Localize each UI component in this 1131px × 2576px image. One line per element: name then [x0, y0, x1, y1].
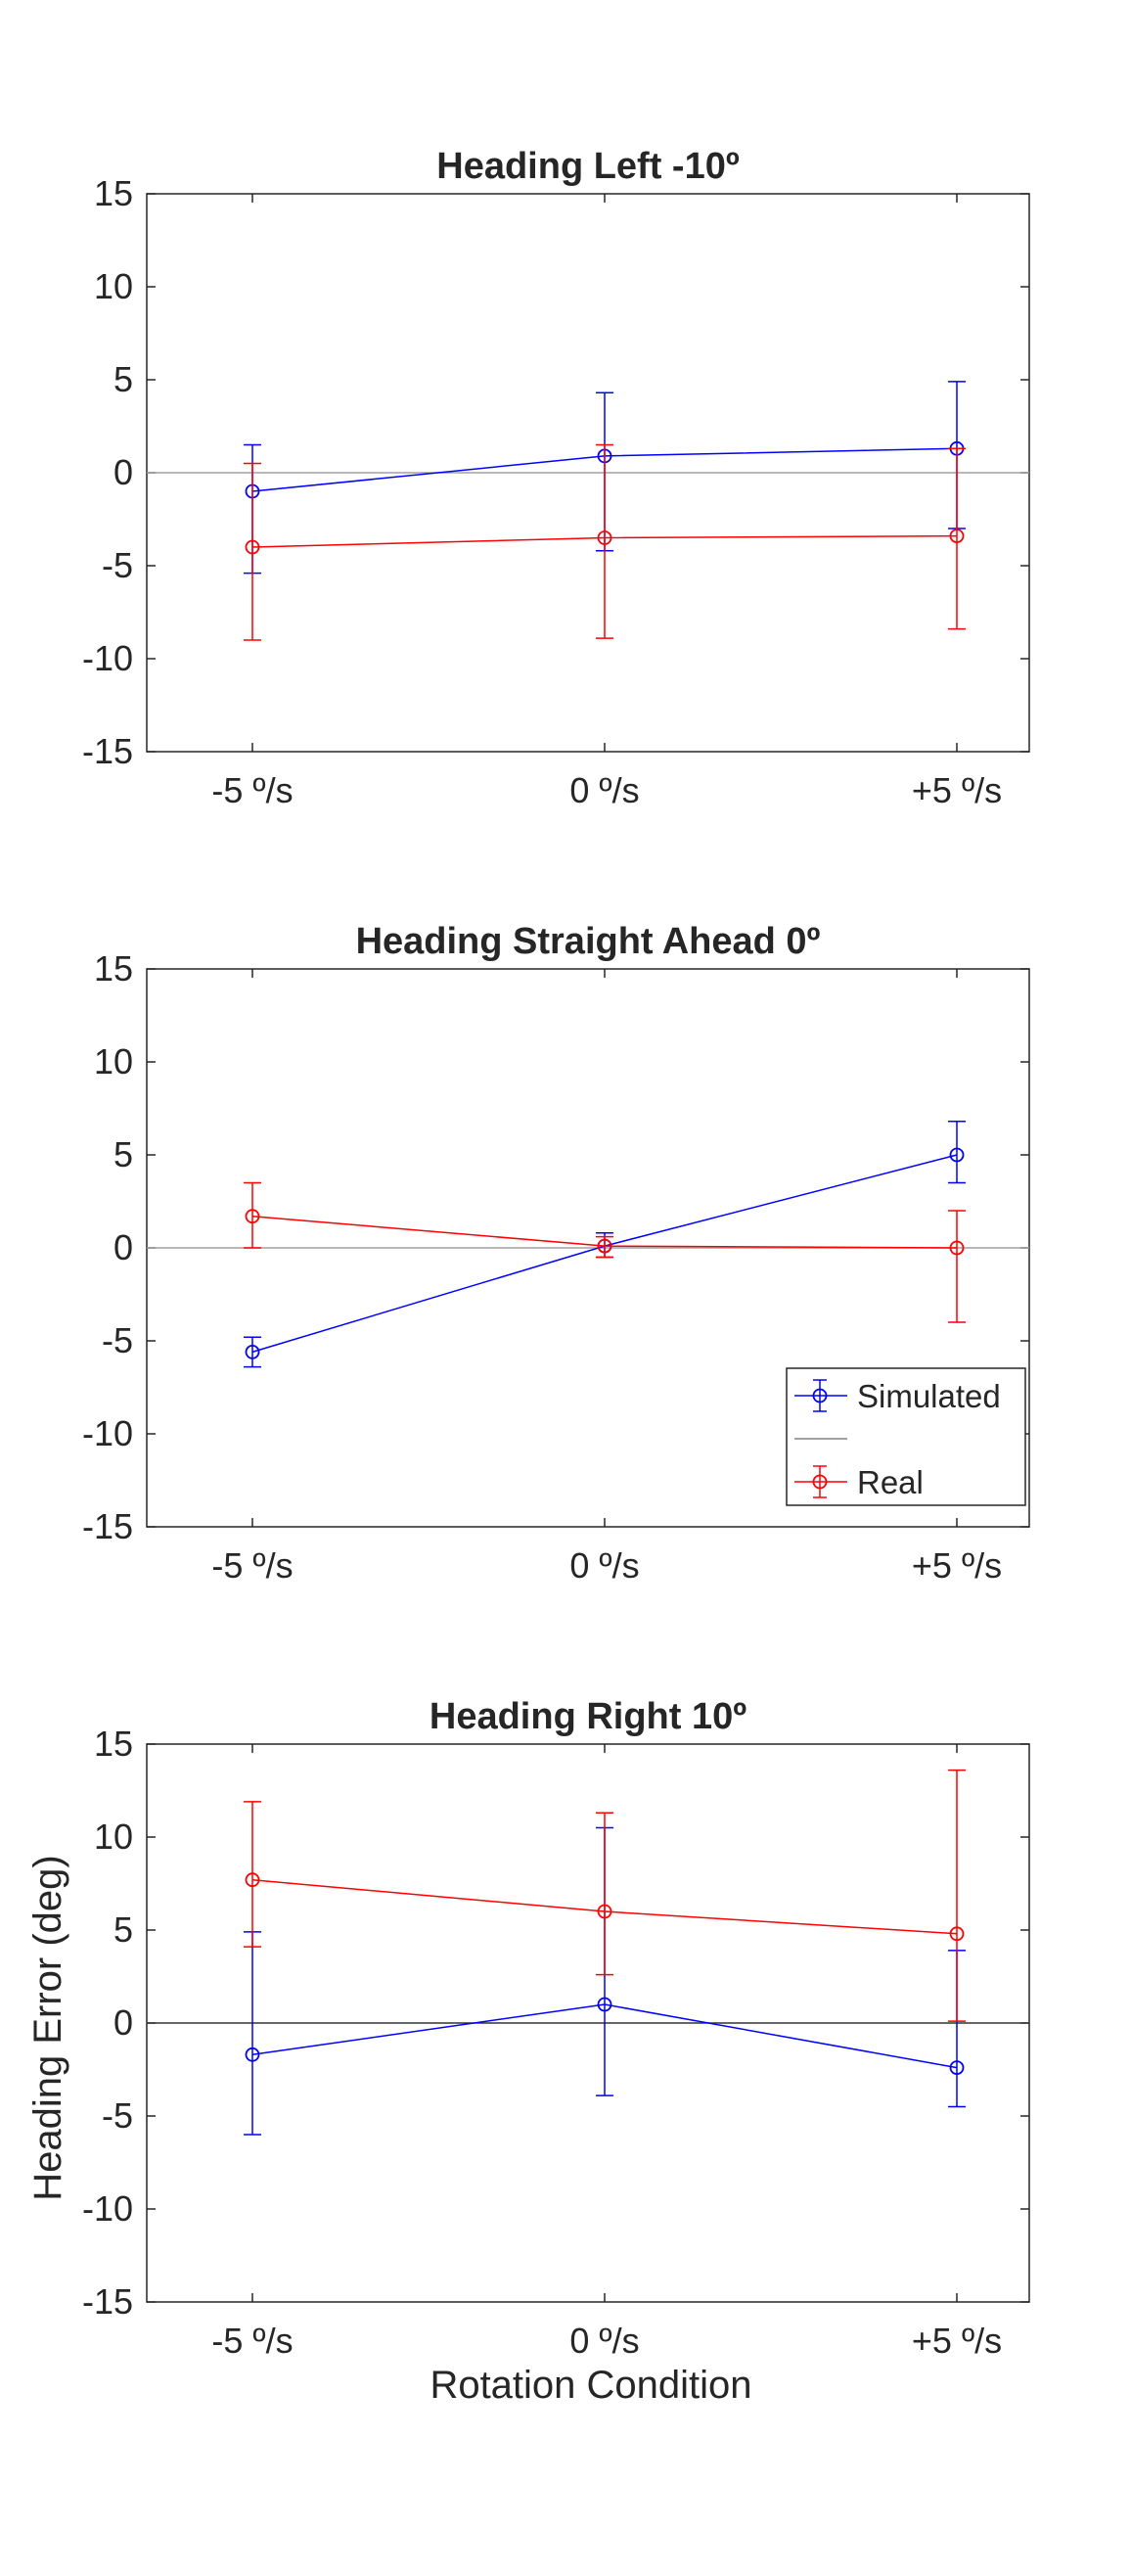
x-tick-label: +5 º/s: [912, 2321, 1002, 2361]
y-tick-label: 5: [113, 1134, 133, 1174]
series-line: [251, 534, 958, 548]
y-tick-label: -10: [82, 2188, 133, 2229]
data-point: [949, 1926, 965, 1942]
data-point: [245, 1345, 260, 1359]
y-tick-label: -15: [82, 2281, 133, 2322]
legend-swatch-marker: [812, 1474, 828, 1490]
data-point: [949, 529, 965, 543]
x-tick-label: 0 º/s: [569, 2321, 639, 2361]
x-tick-label: +5 º/s: [912, 770, 1002, 810]
y-tick-label: -5: [102, 1320, 133, 1360]
y-tick-label: 5: [113, 1909, 133, 1950]
y-tick-label: 10: [94, 266, 133, 306]
y-tick-label: 15: [94, 1724, 133, 1764]
chart-panel-3: Heading Right 10º 15 10 5 0 -5 -10 -15 -5 º/s 0 º…: [82, 1696, 1030, 2361]
x-tick-label: +5 º/s: [912, 1545, 1002, 1586]
y-tick-label: 5: [113, 359, 133, 399]
y-tick-label: 15: [94, 948, 133, 989]
data-point: [245, 1209, 260, 1224]
series-line: [251, 1878, 958, 1935]
data-point: [597, 1997, 612, 2012]
data-point: [949, 1147, 965, 1163]
y-tick-label: 0: [113, 452, 133, 492]
chart-title: Heading Right 10º: [430, 1696, 746, 1737]
y-tick-label: 15: [94, 173, 133, 213]
x-tick-label: 0 º/s: [569, 1545, 639, 1586]
data-point: [245, 539, 260, 555]
chart-panel-1: Heading Left -10º 15 10 5 0 -5 -10 -15 -5 º/s 0 º…: [82, 146, 1030, 810]
chart-title: Heading Straight Ahead 0º: [356, 921, 821, 962]
chart-title: Heading Left -10º: [436, 146, 740, 187]
series-line: [251, 1215, 958, 1249]
series-real: [244, 1181, 966, 1323]
y-tick-label: -5: [102, 545, 133, 585]
y-tick-label: 0: [113, 2002, 133, 2043]
y-axis-label: Heading Error (deg): [26, 1855, 69, 2201]
y-tick-label: -15: [82, 1506, 133, 1546]
data-point: [597, 530, 612, 545]
y-tick-label: 0: [113, 1227, 133, 1267]
x-tick-label: -5 º/s: [211, 2321, 293, 2361]
data-point: [245, 2047, 260, 2062]
x-tick-label: -5 º/s: [211, 770, 293, 810]
data-point: [597, 1904, 612, 1919]
y-tick-label: -10: [82, 1413, 133, 1453]
data-point: [597, 1238, 612, 1254]
x-axis-label: Rotation Condition: [430, 2364, 751, 2407]
legend: Simulated Real: [786, 1367, 1026, 1506]
y-tick-label: -15: [82, 731, 133, 771]
x-tick-label: 0 º/s: [569, 770, 639, 810]
data-point: [949, 2060, 965, 2076]
series-real: [244, 1769, 966, 2022]
series-real: [244, 443, 966, 641]
legend-entry-label: Simulated: [857, 1378, 1001, 1414]
data-point: [245, 1872, 260, 1888]
y-tick-label: 10: [94, 1817, 133, 1857]
chart-panel-2: Heading Straight Ahead 0º 15 10 5 0 -5 -10 -15 -…: [82, 921, 1030, 1586]
series-line: [251, 2003, 958, 2069]
y-tick-label: -10: [82, 638, 133, 678]
y-tick-label: -5: [102, 2095, 133, 2136]
legend-swatch-marker: [812, 1388, 828, 1403]
legend-entry-label: Real: [857, 1464, 924, 1500]
x-tick-label: -5 º/s: [211, 1545, 293, 1586]
data-point: [949, 1240, 965, 1256]
y-tick-label: 10: [94, 1041, 133, 1081]
